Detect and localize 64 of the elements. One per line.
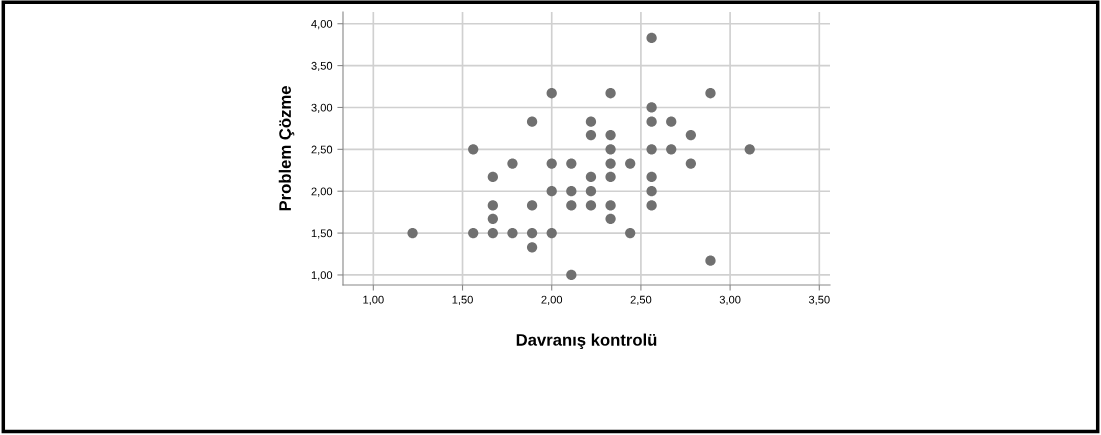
point (685, 158, 697, 169)
point (605, 200, 616, 211)
point (487, 213, 498, 224)
y-tick-label: 2,50 (311, 145, 333, 155)
x-tick-label: 1,50 (452, 295, 473, 305)
point (625, 158, 636, 169)
x-tick-label: 1,00 (363, 295, 384, 305)
point (407, 227, 418, 239)
point (605, 158, 616, 169)
point (585, 116, 597, 127)
point (566, 269, 577, 281)
point (605, 171, 616, 183)
point (487, 171, 498, 183)
point (487, 200, 498, 211)
point (646, 102, 657, 113)
y-axis-title: Problem Çözme (278, 86, 295, 211)
y-tick-label: 4,00 (311, 19, 333, 30)
point (646, 32, 657, 44)
point (666, 144, 677, 155)
point (468, 144, 479, 155)
point (468, 227, 479, 239)
point (526, 227, 538, 239)
point (546, 186, 557, 197)
point (566, 186, 577, 197)
point (487, 227, 498, 239)
y-tick-label: 2,00 (311, 187, 333, 197)
y-tick-label: 1,00 (311, 271, 333, 281)
y-tick-label: 1,50 (311, 229, 333, 239)
point (585, 171, 597, 183)
point (646, 144, 657, 155)
point (605, 129, 616, 141)
point (605, 88, 616, 99)
point (625, 227, 636, 239)
point (546, 227, 557, 239)
x-tick-label: 2,50 (630, 295, 652, 305)
point (744, 144, 755, 155)
point (646, 171, 657, 183)
point (526, 242, 538, 253)
point (705, 88, 716, 99)
y-tick-label: 3,00 (311, 103, 333, 113)
point (685, 129, 697, 141)
point (526, 116, 538, 127)
point (585, 129, 597, 141)
x-tick-label: 3,00 (719, 295, 741, 305)
point (666, 116, 677, 127)
x-axis-title: Davranış kontrolü (516, 333, 657, 350)
point (605, 144, 616, 155)
point (646, 116, 657, 127)
point (526, 200, 538, 211)
point (507, 158, 518, 169)
point (646, 186, 657, 197)
x-tick-label: 3,50 (808, 295, 830, 305)
point (646, 200, 657, 211)
point (705, 255, 716, 266)
point (585, 200, 597, 211)
point (566, 200, 577, 211)
y-tick-label: 3,50 (311, 61, 333, 72)
point (546, 88, 557, 99)
point (605, 213, 616, 224)
point (507, 227, 518, 239)
point (566, 158, 577, 169)
point (585, 186, 597, 197)
point (546, 158, 557, 169)
x-tick-label: 2,00 (541, 295, 563, 305)
